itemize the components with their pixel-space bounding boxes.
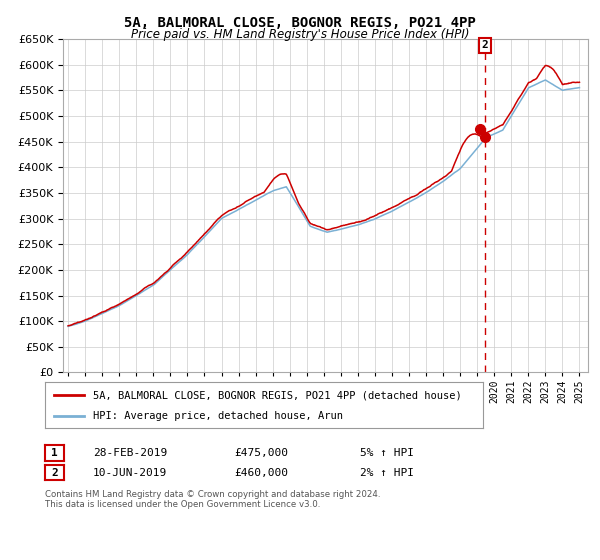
Text: 2: 2 [51, 468, 58, 478]
Text: Price paid vs. HM Land Registry's House Price Index (HPI): Price paid vs. HM Land Registry's House … [131, 28, 469, 41]
Text: 2% ↑ HPI: 2% ↑ HPI [360, 468, 414, 478]
Text: £475,000: £475,000 [234, 448, 288, 458]
Text: Contains HM Land Registry data © Crown copyright and database right 2024.: Contains HM Land Registry data © Crown c… [45, 490, 380, 499]
Text: 10-JUN-2019: 10-JUN-2019 [93, 468, 167, 478]
Text: HPI: Average price, detached house, Arun: HPI: Average price, detached house, Arun [93, 410, 343, 421]
Text: 5A, BALMORAL CLOSE, BOGNOR REGIS, PO21 4PP (detached house): 5A, BALMORAL CLOSE, BOGNOR REGIS, PO21 4… [93, 390, 462, 400]
Text: This data is licensed under the Open Government Licence v3.0.: This data is licensed under the Open Gov… [45, 500, 320, 509]
Text: 1: 1 [51, 448, 58, 458]
Text: £460,000: £460,000 [234, 468, 288, 478]
Text: 28-FEB-2019: 28-FEB-2019 [93, 448, 167, 458]
Text: 5A, BALMORAL CLOSE, BOGNOR REGIS, PO21 4PP: 5A, BALMORAL CLOSE, BOGNOR REGIS, PO21 4… [124, 16, 476, 30]
Text: 2: 2 [481, 40, 488, 50]
Text: 5% ↑ HPI: 5% ↑ HPI [360, 448, 414, 458]
